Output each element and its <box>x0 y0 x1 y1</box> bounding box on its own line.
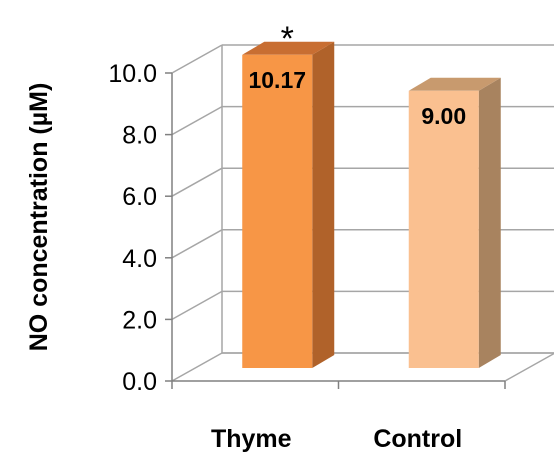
gridline-depth <box>171 352 223 382</box>
y-tick-label: 6.0 <box>122 183 157 211</box>
y-axis-title: NO concentration (µM) <box>25 83 53 352</box>
significance-marker: * <box>281 20 294 58</box>
data-label-thyme: 10.17 <box>248 67 306 93</box>
gridline-depth <box>171 290 223 321</box>
x-tick-label-thyme: Thyme <box>211 425 292 453</box>
gridline-depth <box>171 44 223 74</box>
y-tick-label: 2.0 <box>122 306 157 334</box>
labels: 0.0 2.0 4.0 6.0 8.0 10.0 10.17 Thyme * 9.00 Contro… <box>108 20 466 453</box>
bar-control <box>408 90 479 369</box>
gridline-depth <box>171 229 223 259</box>
floor-right-edge <box>504 352 554 382</box>
y-tick-label: 10.0 <box>108 60 157 88</box>
x-tick-label-control: Control <box>373 425 462 453</box>
y-tick-label: 8.0 <box>122 122 157 150</box>
bar-control-side <box>478 77 501 369</box>
bars <box>242 41 501 369</box>
gridline-depth <box>171 105 223 136</box>
bar-thyme <box>242 54 313 368</box>
gridline-depth <box>171 167 223 197</box>
bar-control-top <box>408 77 501 91</box>
data-label-control: 9.00 <box>421 103 466 129</box>
y-tick-label: 0.0 <box>122 368 157 396</box>
y-tick-label: 4.0 <box>122 245 157 273</box>
bar-thyme-side <box>312 41 335 368</box>
bar-thyme-top <box>242 41 335 55</box>
